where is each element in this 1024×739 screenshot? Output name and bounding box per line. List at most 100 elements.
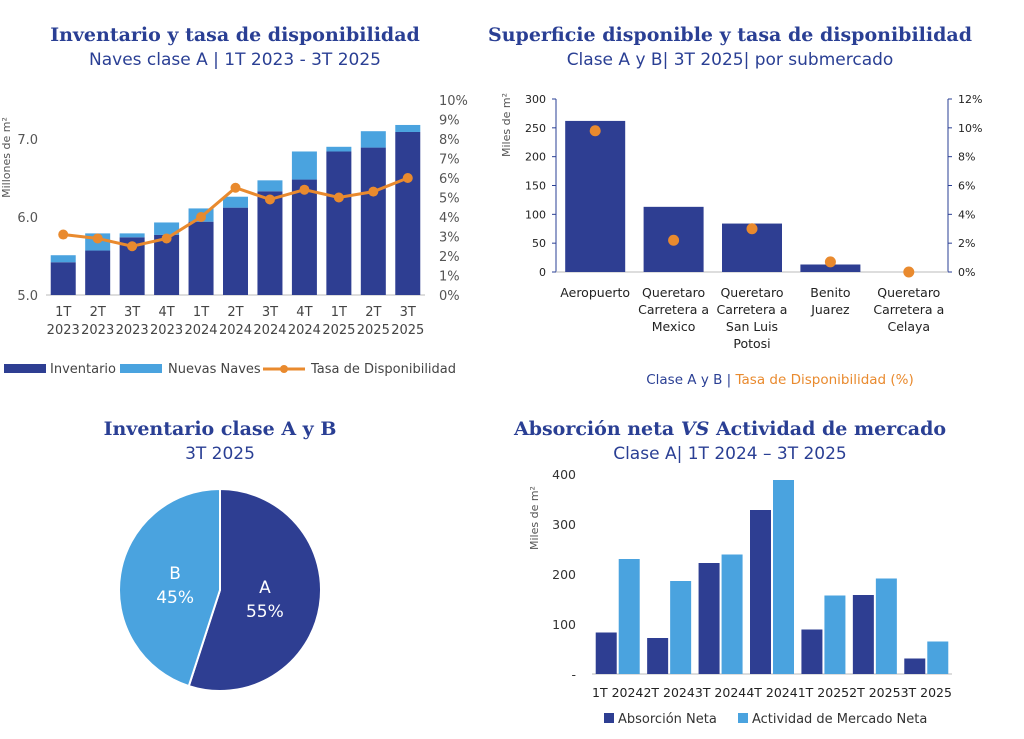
x-tick-label: 3T <box>262 305 278 320</box>
nuevas-naves-bar <box>257 180 283 192</box>
x-tick-label: 2024 <box>253 323 286 338</box>
x-tick-label: Potosi <box>733 336 770 351</box>
legend-label-inventario: Inventario <box>50 362 116 377</box>
x-tick-label: Aeropuerto <box>560 285 630 300</box>
y2-tick-label: 10% <box>958 122 982 135</box>
y2-tick-label: 3% <box>439 231 460 246</box>
x-tick-label: 2T <box>90 305 106 320</box>
x-tick-label: Queretaro <box>877 285 940 300</box>
tasa-disponibilidad-point <box>196 212 207 222</box>
legend-label-nuevas-naves: Nuevas Naves <box>168 362 261 377</box>
legend-swatch-tasa-point <box>280 365 288 373</box>
pie-value-a: 55% <box>246 602 284 622</box>
y2-tick-label: 1% <box>439 270 460 285</box>
surface-chart-panel: Superficie disponible y tasa de disponib… <box>480 0 1024 395</box>
y-axis-label: Miles de m² <box>500 93 513 157</box>
legend-swatch-inventario <box>4 364 46 373</box>
nuevas-naves-bar <box>360 131 386 148</box>
inventario-bar <box>326 151 352 295</box>
actividad-mercado-bar <box>927 641 949 674</box>
surface-chart: 0 50 100 150 200 250 300 0% 2% 4% 6% 8% 10% 12% Miles … <box>500 93 982 388</box>
surface-chart-subtitle: Clase A y B| 3T 2025| por submercado <box>566 50 894 70</box>
surface-bar <box>565 120 626 272</box>
y2-tick-label: 6% <box>958 180 975 193</box>
x-tick-label: Benito <box>810 285 850 300</box>
tasa-disponibilidad-point <box>824 256 836 268</box>
x-tick-label: 3T 2025 <box>901 685 952 700</box>
actividad-mercado-bar <box>773 480 794 674</box>
surface-chart-title: Superficie disponible y tasa de disponib… <box>488 24 972 46</box>
pie-label-a: A <box>259 578 271 598</box>
pie-chart-subtitle: 3T 2025 <box>185 444 255 464</box>
legend-swatch-actividad <box>738 713 748 723</box>
inventario-bar <box>257 191 283 295</box>
x-tick-label: 2T <box>227 305 243 320</box>
absorption-title-post: Actividad de mercado <box>709 418 947 440</box>
tasa-disponibilidad-point <box>92 233 103 244</box>
tasa-disponibilidad-point <box>58 229 69 240</box>
inventory-chart: 5.0 6.0 7.0 Millones de m² 0% 1% 2% 3% 4% 5% 6% 7% 8… <box>0 94 468 377</box>
nuevas-naves-bar <box>154 222 180 235</box>
surface-bar <box>800 264 861 272</box>
tasa-disponibilidad-point <box>127 241 138 252</box>
nuevas-naves-bar <box>119 233 145 238</box>
y-tick-label: 5.0 <box>17 289 38 304</box>
tasa-disponibilidad-point <box>402 173 413 183</box>
pie-chart-panel: Inventario clase A y B 3T 2025 A 55% B 45% <box>0 400 440 739</box>
y2-tick-label: 0% <box>439 289 460 304</box>
inventario-bar <box>395 131 421 295</box>
y-tick-label: 200 <box>552 567 576 582</box>
absorcion-neta-bar <box>647 638 669 674</box>
legend-label-tasa: Tasa de Disponibilidad (%) <box>735 372 914 388</box>
y2-tick-label: 12% <box>958 93 982 106</box>
y-tick-label: - <box>571 667 576 682</box>
tasa-disponibilidad-point <box>161 233 172 244</box>
x-tick-label: 4T <box>296 305 312 320</box>
x-tick-label: 1T 2025 <box>798 685 849 700</box>
y-tick-label: 100 <box>525 208 546 221</box>
actividad-mercado-bar <box>824 595 846 674</box>
pie-slice-a <box>187 487 322 692</box>
absorption-chart-panel: Absorción neta VS Actividad de mercado C… <box>480 400 1024 739</box>
x-tick-label: 3T 2024 <box>695 685 746 700</box>
absorcion-neta-bar <box>595 632 617 674</box>
inventory-chart-title: Inventario y tasa de disponibilidad <box>50 24 420 46</box>
y2-tick-label: 7% <box>439 153 460 168</box>
x-tick-label: 2025 <box>357 323 390 338</box>
actividad-mercado-bar <box>721 554 743 674</box>
x-tick-label: 2T 2024 <box>643 685 694 700</box>
absorcion-neta-bar <box>801 629 823 674</box>
absorption-title-pre: Absorción neta <box>513 418 681 440</box>
y-tick-label: 200 <box>525 151 546 164</box>
x-tick-label: San Luis <box>726 319 778 334</box>
x-tick-label: 2024 <box>184 323 217 338</box>
tasa-disponibilidad-point <box>746 223 758 235</box>
y-tick-label: 150 <box>525 180 546 193</box>
tasa-disponibilidad-point <box>299 184 310 195</box>
x-tick-label: 2T 2025 <box>849 685 900 700</box>
x-tick-label: 1T 2024 <box>592 685 643 700</box>
nuevas-naves-bar <box>223 196 248 208</box>
nuevas-naves-bar <box>291 151 317 180</box>
y-tick-label: 100 <box>552 617 576 632</box>
x-tick-label: 2025 <box>322 323 355 338</box>
tasa-disponibilidad-point <box>264 194 275 205</box>
inventario-bar <box>291 179 317 295</box>
pie-value-b: 45% <box>156 588 194 608</box>
x-tick-label: 1T <box>193 305 209 320</box>
actividad-mercado-bar <box>670 581 692 674</box>
x-tick-label: 2024 <box>288 323 321 338</box>
actividad-mercado-bar <box>875 578 897 674</box>
pie-slice-b <box>118 487 221 688</box>
x-tick-label: 2023 <box>81 323 114 338</box>
x-tick-label: 2025 <box>391 323 424 338</box>
legend-label-absorcion: Absorción Neta <box>618 712 717 727</box>
absorption-chart-subtitle: Clase A| 1T 2024 – 3T 2025 <box>613 444 847 464</box>
surface-legend: Clase A y B | Tasa de Disponibilidad (%) <box>646 372 914 388</box>
y-tick-label: 300 <box>552 517 576 532</box>
tasa-disponibilidad-point <box>368 186 379 197</box>
inventario-bar <box>360 147 386 295</box>
y2-tick-label: 2% <box>439 250 460 265</box>
y-tick-label: 0 <box>539 266 546 279</box>
